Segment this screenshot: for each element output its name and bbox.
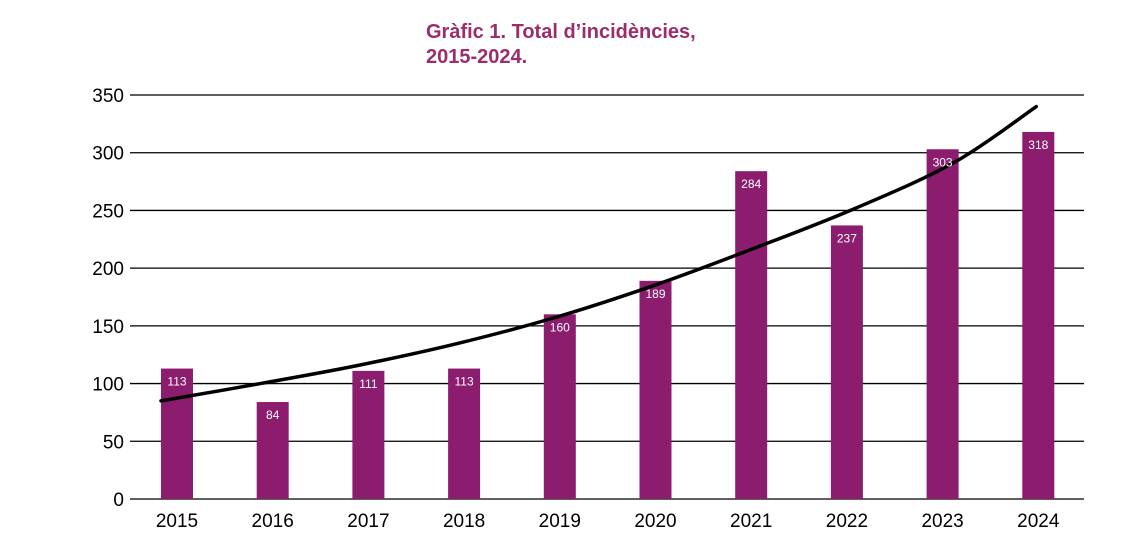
data-label: 318 [1028,138,1048,152]
bar [926,149,959,499]
y-tick-label: 0 [113,490,124,511]
bar [639,280,672,499]
x-tick-label: 2020 [634,511,676,532]
bar [543,314,576,499]
data-label: 160 [550,320,570,334]
y-tick-label: 350 [92,86,124,107]
y-tick-label: 100 [92,375,124,396]
bar-labels: 113 84 111 113 160 189 284 237 303 318 [167,138,1048,422]
x-tick-label: 2018 [443,511,485,532]
trendline-group [159,104,1039,403]
data-label: 237 [837,231,857,245]
x-tick-label: 2023 [921,511,963,532]
bar [161,368,193,499]
data-label: 111 [359,377,378,391]
x-tick-label: 2015 [156,511,198,532]
y-tick-label: 250 [92,201,124,222]
data-label: 189 [645,287,665,301]
data-label: 113 [455,375,474,389]
x-tick-label: 2019 [539,511,581,532]
bar [352,370,385,499]
x-tick-label: 2021 [730,511,772,532]
trendline [159,104,1039,403]
chart-title: Gràfic 1. Total d’incidències, 2015-2024… [426,21,696,68]
bar [256,402,289,499]
y-tick-label: 150 [92,317,124,338]
x-tick-label: 2022 [826,511,868,532]
y-tick-label: 300 [92,144,124,165]
data-label: 84 [266,408,280,422]
bar [735,171,768,499]
bar [448,368,481,499]
x-axis-ticks: 2015 2016 2017 2018 2019 2020 2021 2022 2023 2024 [156,511,1060,532]
data-label: 284 [741,177,761,191]
x-tick-label: 2017 [347,511,389,532]
data-label: 113 [167,375,186,389]
x-tick-label: 2016 [252,511,294,532]
y-axis-ticks: 0 50 100 150 200 250 300 350 [92,86,124,511]
y-tick-label: 200 [92,259,124,280]
y-tick-label: 50 [103,432,124,453]
bar [1022,131,1055,500]
bar [830,225,863,500]
data-label: 303 [933,155,953,169]
gridlines [130,94,1084,500]
x-tick-label: 2024 [1017,511,1060,532]
bars [161,131,1055,500]
